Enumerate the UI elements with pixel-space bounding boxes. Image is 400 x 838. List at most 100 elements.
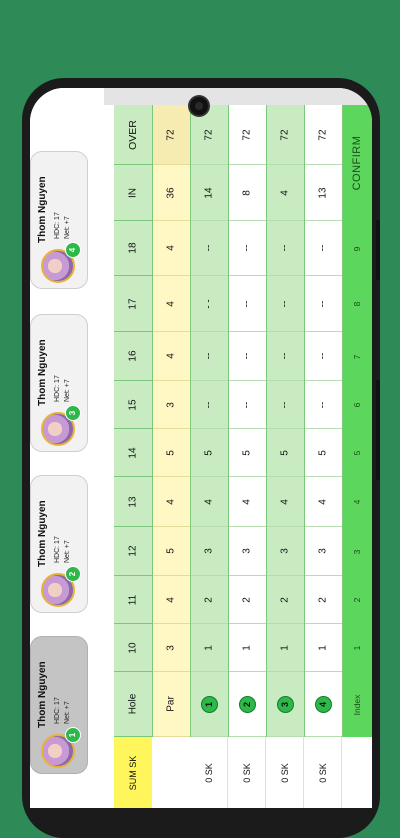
index-value: 8 [342, 276, 372, 332]
score-cell[interactable]: 5 [266, 429, 304, 477]
score-cell[interactable]: 3 [266, 527, 304, 576]
score-cell[interactable]: -- [304, 381, 342, 429]
player-number-badge: 1 [200, 695, 218, 713]
score-cell[interactable]: 2 [190, 576, 228, 624]
par-value: 4 [152, 276, 190, 332]
score-cell[interactable]: -- [266, 332, 304, 381]
score-cell-text: 72 [317, 128, 329, 141]
index-value-text: 5 [352, 450, 362, 456]
column-divider [266, 105, 267, 737]
score-cell-text: 3 [279, 548, 291, 554]
score-cell[interactable]: 4 [190, 477, 228, 527]
score-cell-text: 3 [241, 548, 253, 554]
score-cell[interactable]: 3 [228, 527, 266, 576]
hole-number: 14 [114, 429, 152, 477]
sum-sk-value: 0 SK [304, 737, 342, 808]
score-cell[interactable]: 5 [190, 429, 228, 477]
index-value: 3 [342, 527, 372, 576]
score-cell-text: - - [203, 298, 215, 309]
par-value-text: 5 [165, 449, 177, 456]
score-cell[interactable]: 2 [228, 576, 266, 624]
par-value: 3 [152, 624, 190, 672]
score-cell: 72 [304, 105, 342, 165]
score-cell[interactable]: 2 [304, 576, 342, 624]
player-card[interactable]: 1 Thom Nguyen HDC: 17 Net: +7 [30, 636, 88, 774]
hole-number-text: 12 [127, 545, 139, 557]
phone-side-button [376, 380, 380, 480]
index-value-text: 8 [352, 301, 362, 307]
player-card-content: 4 Thom Nguyen HDC: 17 Net: +7 [31, 155, 87, 285]
player-card-content: 1 Thom Nguyen HDC: 17 Net: +7 [31, 640, 87, 770]
player-net-score: Net: +7 [64, 379, 71, 402]
score-cell[interactable]: 3 [304, 527, 342, 576]
score-cell[interactable]: -- [266, 276, 304, 332]
index-value: 7 [342, 332, 372, 381]
confirm-button[interactable]: CONFIRM [342, 105, 372, 221]
hole-label-text: Hole [127, 693, 139, 715]
index-value-text: 7 [352, 354, 362, 359]
par-value: 5 [152, 527, 190, 576]
score-cell[interactable]: 1 [228, 624, 266, 672]
score-cell[interactable]: 1 [266, 624, 304, 672]
score-cell[interactable]: -- [266, 381, 304, 429]
score-cell[interactable]: -- [304, 221, 342, 276]
app-screen: 1 Thom Nguyen HDC: 17 Net: +7 2 Thom Nguyen HD… [30, 88, 372, 808]
player-number-badge: 4 [314, 695, 332, 713]
score-cell[interactable]: 4 [228, 477, 266, 527]
score-cell-text: 72 [279, 128, 291, 141]
hole-number: 17 [114, 276, 152, 332]
score-cell[interactable]: -- [304, 276, 342, 332]
score-cell[interactable]: -- [228, 332, 266, 381]
score-cell[interactable]: - - [190, 276, 228, 332]
score-cell: 72 [190, 105, 228, 165]
score-cell-text: -- [241, 244, 253, 252]
player-column-badge: 3 [266, 672, 304, 737]
score-cell: 72 [266, 105, 304, 165]
sum-sk-value-text: 0 SK [317, 762, 328, 783]
total-header-text: IN [127, 187, 139, 198]
score-cell-text: 2 [317, 596, 329, 603]
score-cell[interactable]: 2 [266, 576, 304, 624]
score-cell[interactable]: -- [190, 221, 228, 276]
front-camera-icon [190, 97, 208, 115]
score-cell-text: -- [279, 244, 291, 252]
hole-number-text: 11 [127, 594, 139, 605]
score-cell: 4 [266, 165, 304, 221]
score-cell-text: 4 [279, 498, 291, 505]
score-cell[interactable]: -- [190, 381, 228, 429]
score-cell[interactable]: 5 [304, 429, 342, 477]
score-cell[interactable]: 3 [190, 527, 228, 576]
score-cell-text: 2 [203, 596, 215, 603]
score-cell[interactable]: 1 [190, 624, 228, 672]
player-name: Thom Nguyen [37, 339, 48, 406]
score-cell[interactable]: -- [228, 276, 266, 332]
par-value-text: 4 [165, 300, 177, 307]
score-cell[interactable]: 1 [304, 624, 342, 672]
sum-sk-value-text: 0 SK [279, 762, 290, 783]
score-cell-text: -- [317, 244, 329, 252]
score-cell-text: 5 [203, 449, 215, 456]
score-cell[interactable]: -- [190, 332, 228, 381]
score-cell[interactable]: -- [304, 332, 342, 381]
player-rank-badge: 1 [65, 727, 81, 743]
score-cell-text: 1 [203, 644, 215, 651]
par-value-text: 3 [165, 644, 177, 651]
player-card[interactable]: 2 Thom Nguyen HDC: 17 Net: +7 [30, 475, 88, 613]
score-cell[interactable]: -- [266, 221, 304, 276]
par-value: 72 [152, 105, 190, 165]
score-cell-text: 1 [279, 644, 291, 651]
score-cell-text: 1 [317, 644, 329, 651]
score-cell[interactable]: -- [228, 381, 266, 429]
score-cell[interactable]: 4 [266, 477, 304, 527]
hole-number-text: 18 [127, 242, 139, 254]
player-card[interactable]: 4 Thom Nguyen HDC: 17 Net: +7 [30, 151, 88, 289]
column-divider [342, 105, 343, 737]
index-value-text: 9 [352, 246, 362, 251]
index-value-text: 4 [352, 499, 362, 505]
score-cell-text: -- [203, 352, 215, 360]
score-cell[interactable]: 4 [304, 477, 342, 527]
column-divider [228, 105, 229, 737]
player-card[interactable]: 3 Thom Nguyen HDC: 17 Net: +7 [30, 314, 88, 452]
score-cell[interactable]: -- [228, 221, 266, 276]
score-cell[interactable]: 5 [228, 429, 266, 477]
